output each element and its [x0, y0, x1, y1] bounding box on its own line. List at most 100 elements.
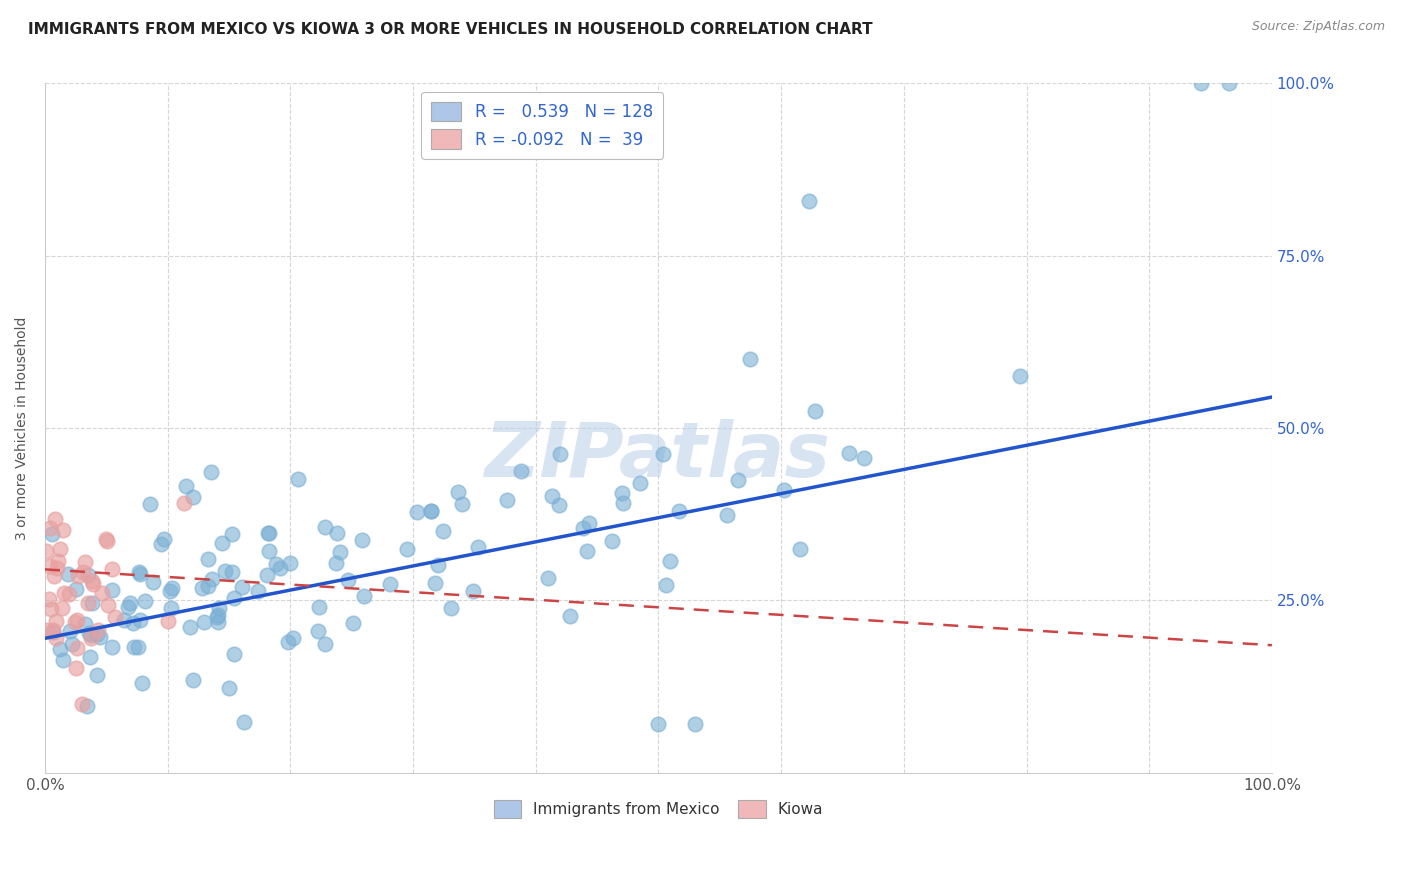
Point [246, 584, 269, 599]
Point [353, 589, 375, 603]
Point [66, 641, 89, 656]
Point [96, 533, 118, 547]
Point [200, 465, 222, 479]
Point [42, 624, 65, 639]
Point [73, 617, 96, 632]
Point [152, 532, 174, 546]
Point [231, 581, 253, 595]
Point [179, 620, 201, 634]
Point [149, 537, 172, 551]
Point [799, 194, 821, 208]
Point [156, 614, 179, 628]
Point [308, 599, 330, 614]
Point [278, 557, 301, 571]
Point [496, 493, 519, 508]
Point [80, 632, 103, 646]
Point [59, 624, 82, 638]
Point [159, 601, 181, 615]
Point [49, 541, 72, 556]
Point [558, 609, 581, 624]
Point [314, 637, 336, 651]
Point [62, 637, 84, 651]
Point [541, 489, 564, 503]
Point [76, 568, 98, 582]
Point [35, 624, 58, 638]
Point [63, 615, 86, 629]
Point [419, 504, 441, 518]
Point [38, 591, 60, 606]
Point [789, 541, 811, 556]
Point [352, 533, 374, 548]
Point [647, 717, 669, 731]
Point [52, 653, 75, 667]
Point [447, 485, 470, 500]
Point [208, 600, 231, 615]
Point [269, 561, 291, 575]
Point [65, 661, 87, 675]
Point [395, 542, 418, 557]
Point [39, 602, 62, 616]
Text: Source: ZipAtlas.com: Source: ZipAtlas.com [1251, 20, 1385, 33]
Point [48, 642, 70, 657]
Point [853, 451, 876, 466]
Point [342, 616, 364, 631]
Text: IMMIGRANTS FROM MEXICO VS KIOWA 3 OR MORE VEHICLES IN HOUSEHOLD CORRELATION CHAR: IMMIGRANTS FROM MEXICO VS KIOWA 3 OR MOR… [28, 22, 873, 37]
Y-axis label: 3 or more Vehicles in Household: 3 or more Vehicles in Household [15, 317, 30, 540]
Point [41, 623, 63, 637]
Point [35, 544, 58, 558]
Point [51, 600, 73, 615]
Point [336, 573, 359, 587]
Point [86, 626, 108, 640]
Point [277, 635, 299, 649]
Point [510, 465, 533, 479]
Point [548, 498, 571, 512]
Point [118, 596, 141, 610]
Point [45, 561, 67, 575]
Point [740, 352, 762, 367]
Point [610, 486, 633, 500]
Point [45, 614, 67, 628]
Point [160, 581, 183, 595]
Point [218, 681, 240, 695]
Point [159, 583, 181, 598]
Point [197, 552, 219, 566]
Point [58, 566, 80, 581]
Point [58, 587, 80, 601]
Point [131, 675, 153, 690]
Point [578, 516, 600, 530]
Point [80, 628, 103, 642]
Point [124, 640, 146, 655]
Point [134, 593, 156, 607]
Point [101, 583, 124, 598]
Point [380, 577, 402, 591]
Point [224, 648, 246, 662]
Point [451, 497, 474, 511]
Point [77, 596, 100, 610]
Point [44, 512, 66, 526]
Point [80, 596, 103, 610]
Point [224, 591, 246, 606]
Point [576, 543, 599, 558]
Point [176, 479, 198, 493]
Point [423, 576, 446, 591]
Point [96, 534, 118, 549]
Point [52, 523, 75, 537]
Point [181, 673, 204, 687]
Point [256, 568, 278, 582]
Point [86, 668, 108, 682]
Point [77, 626, 100, 640]
Point [53, 586, 76, 600]
Point [65, 582, 87, 596]
Point [668, 504, 690, 518]
Point [654, 578, 676, 592]
Point [325, 556, 347, 570]
Point [142, 574, 165, 589]
Point [432, 524, 454, 538]
Point [537, 570, 560, 584]
Point [139, 497, 162, 511]
Point [129, 613, 152, 627]
Point [181, 491, 204, 505]
Point [461, 584, 484, 599]
Point [440, 601, 463, 615]
Point [287, 472, 309, 486]
